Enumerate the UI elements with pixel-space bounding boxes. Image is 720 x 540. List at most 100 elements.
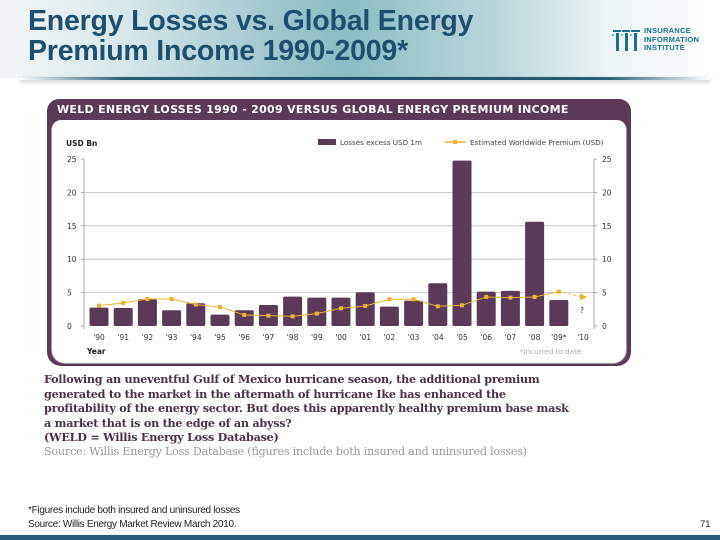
legend-swatch-premium-marker [453, 140, 457, 144]
x-tick-label: '97 [263, 333, 275, 342]
bar-losses [89, 307, 109, 326]
premium-point [339, 306, 343, 311]
y-tick-label-left: 15 [67, 222, 77, 231]
premium-arrow-marker [580, 293, 587, 301]
header-divider [20, 77, 710, 80]
x-tick-label: '04 [432, 333, 444, 342]
bar-losses [234, 310, 254, 326]
premium-point [193, 302, 198, 307]
footnote-figures: *Figures include both insured and uninsu… [28, 505, 240, 516]
premium-point [145, 296, 150, 301]
premium-point [266, 313, 271, 318]
chart-gridlines [84, 191, 594, 294]
x-tick-label: '01 [359, 333, 371, 342]
x-tick-label: '93 [166, 333, 178, 342]
bar-losses [210, 314, 230, 326]
chart-bars [89, 160, 569, 326]
x-tick-label: '10 [577, 333, 589, 342]
y-tick-label-left: 0 [67, 322, 72, 331]
x-tick-label: '05 [456, 333, 468, 342]
logo-line-2: INFORMATION [644, 34, 700, 44]
premium-line-actual [98, 291, 559, 317]
chart-labels: 0 5 10 15 20 25 0 5 10 15 20 25 '90 '91 '92 '93 '94 '95 '9… [67, 155, 612, 342]
unknown-2010-marker: ? [580, 306, 584, 315]
premium-point [387, 297, 392, 302]
x-tick-label: '02 [384, 333, 396, 342]
y-tick-label-left: 10 [67, 255, 77, 264]
footer-bar [0, 535, 720, 540]
legend-label-losses: Losses excess USD 1m [340, 138, 422, 147]
bar-losses [113, 307, 133, 326]
premium-point [218, 304, 222, 309]
x-tick-label: '94 [190, 333, 202, 342]
x-tick-label: '08 [529, 333, 541, 342]
bar-losses [162, 310, 182, 326]
y-tick-label-right: 10 [602, 255, 612, 264]
commentary-line-2: generated to the market in the aftermath… [44, 386, 506, 401]
page-number: 71 [700, 519, 711, 530]
y-tick-label-left: 20 [67, 188, 77, 197]
slide-title: Energy Losses vs. Global Energy Premium … [28, 6, 473, 66]
premium-point [532, 294, 537, 299]
logo-line-3: INSTITUTE [644, 43, 686, 53]
bar-losses [525, 221, 545, 326]
premium-point [121, 300, 126, 305]
chart-commentary: Following an uneventful Gulf of Mexico h… [44, 372, 644, 460]
iii-logo: INSURANCE INFORMATION INSTITUTE [612, 26, 712, 58]
footnote-source: Source: Willis Energy Market Review Marc… [28, 519, 237, 530]
x-tick-label: '96 [238, 333, 250, 342]
y-tick-label-right: 0 [602, 322, 607, 331]
x-tick-label: '00 [335, 333, 347, 342]
premium-point [363, 303, 368, 308]
premium-point [169, 296, 174, 301]
y-tick-label-right: 15 [602, 222, 612, 231]
premium-point [508, 295, 513, 300]
premium-point [484, 294, 489, 299]
bar-losses [452, 160, 472, 326]
premium-point [435, 304, 440, 309]
chart-title: WELD ENERGY LOSSES 1990 - 2009 VERSUS GL… [57, 103, 569, 116]
y-tick-label-right: 25 [602, 155, 612, 164]
bar-losses [549, 299, 569, 326]
x-axis-label: Year [86, 347, 106, 356]
legend-label-premium: Estimated Worldwide Premium (USD) [470, 138, 604, 147]
slide-header-band [0, 0, 720, 78]
premium-point [290, 314, 295, 319]
iii-logo-icon [612, 30, 640, 51]
bar-losses [500, 290, 520, 326]
commentary-line-5: (WELD = Willis Energy Loss Database) [44, 430, 279, 445]
y-tick-label-right: 5 [602, 289, 607, 298]
x-tick-label: '03 [408, 333, 420, 342]
bar-losses [404, 300, 424, 326]
logo-wordmark: INSURANCE INFORMATION INSTITUTE [644, 26, 700, 53]
premium-point [97, 303, 101, 308]
x-tick-label: '99 [311, 333, 323, 342]
x-tick-label: '91 [117, 333, 129, 342]
commentary-line-3: profitability of the energy sector. But … [44, 401, 569, 416]
legend-swatch-losses [318, 139, 336, 145]
slide-title-line-1: Energy Losses vs. Global Energy [28, 5, 474, 37]
x-tick-label: '06 [480, 333, 492, 342]
y-axis-label: USD Bn [66, 139, 97, 148]
premium-line-projected [558, 291, 584, 298]
x-tick-label: '07 [505, 333, 517, 342]
chart-axes [81, 158, 597, 329]
bar-losses [283, 296, 303, 326]
x-tick-label: '95 [214, 333, 226, 342]
bar-losses [331, 297, 351, 326]
logo-line-1: INSURANCE [644, 26, 691, 35]
commentary-line-4: a market that is on the edge of an abyss… [44, 415, 292, 430]
premium-point [242, 312, 247, 317]
premium-point [314, 311, 319, 316]
premium-point [556, 289, 561, 294]
chart-premium-line [97, 289, 587, 319]
bar-losses [476, 291, 496, 326]
bar-losses [186, 303, 206, 326]
chart-legend: Losses excess USD 1m Estimated Worldwide… [318, 138, 604, 147]
commentary-line-1: Following an uneventful Gulf of Mexico h… [44, 372, 540, 386]
x-tick-label: '90 [93, 333, 105, 342]
footnotes: *Figures include both insured and uninsu… [28, 504, 240, 532]
slide-title-line-2: Premium Income 1990-2009* [28, 35, 408, 67]
bar-losses [355, 292, 375, 326]
